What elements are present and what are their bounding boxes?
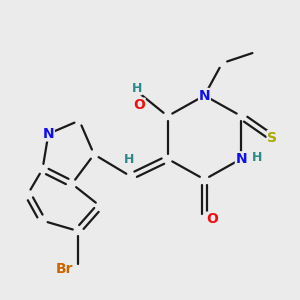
Text: N: N: [236, 152, 247, 166]
Text: O: O: [133, 98, 145, 112]
Text: H: H: [124, 153, 135, 166]
Text: O: O: [206, 212, 218, 226]
Text: N: N: [199, 88, 210, 103]
Text: S: S: [267, 130, 277, 145]
Text: H: H: [132, 82, 142, 95]
Text: N: N: [43, 127, 54, 141]
Text: H: H: [252, 151, 263, 164]
Text: Br: Br: [56, 262, 74, 276]
